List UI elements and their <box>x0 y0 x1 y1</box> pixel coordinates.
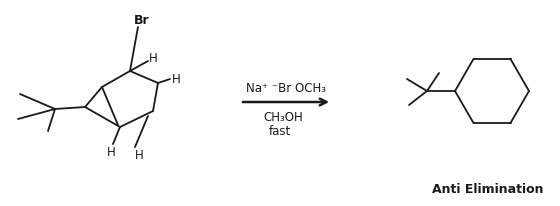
Text: Br: Br <box>134 14 150 27</box>
Text: CH₃OH: CH₃OH <box>263 111 303 124</box>
Text: H: H <box>106 146 115 159</box>
Text: H: H <box>134 149 143 162</box>
Text: H: H <box>148 52 157 65</box>
Text: Na⁺ ⁻Br OCH₃: Na⁺ ⁻Br OCH₃ <box>246 82 326 95</box>
Text: Anti Elimination: Anti Elimination <box>432 183 544 195</box>
Text: fast: fast <box>269 125 291 138</box>
Text: H: H <box>171 73 180 86</box>
